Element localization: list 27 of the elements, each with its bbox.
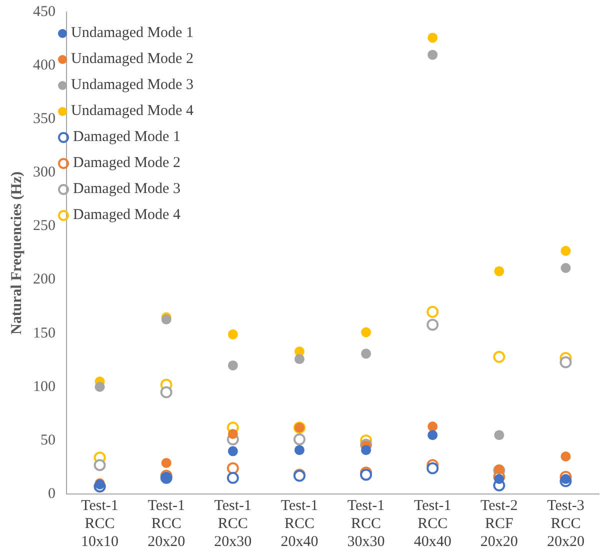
x-tick-label: Test-1 RCC 40x40 [414, 498, 452, 550]
y-tick-label: 50 [40, 432, 56, 448]
y-tick-label: 250 [33, 218, 56, 234]
legend-label: Undamaged Mode 1 [70, 24, 194, 42]
legend-label: Undamaged Mode 4 [70, 102, 194, 120]
x-tick-label: Test-1 RCC 30x30 [347, 498, 385, 550]
legend-label: Undamaged Mode 3 [70, 76, 194, 94]
legend-label: Damaged Mode 4 [72, 206, 182, 224]
y-tick-label: 350 [33, 111, 56, 128]
y-tick-label: 100 [33, 378, 56, 395]
y-tick-label: 150 [33, 325, 56, 342]
legend-label: Undamaged Mode 2 [70, 50, 194, 68]
x-tick-label: Test-1 RCC 10x10 [81, 498, 119, 550]
y-axis-title: Natural Frequencies (Hz) [8, 171, 25, 335]
x-tick-label: Test-1 RCC 20x20 [148, 498, 186, 550]
x-tick-label: Test-2 RCF 20x20 [480, 498, 518, 550]
y-tick-label: 0 [48, 486, 56, 502]
legend-label: Damaged Mode 3 [72, 180, 182, 198]
y-tick-label: 400 [33, 57, 56, 74]
x-tick-label: Test-1 RCC 20x30 [214, 498, 252, 550]
y-tick-label: 300 [33, 164, 56, 181]
legend-label: Damaged Mode 2 [72, 154, 182, 172]
y-tick-label: 200 [33, 272, 56, 288]
x-tick-label: Test-3 RCC 20x20 [546, 498, 584, 550]
y-tick-label: 450 [33, 4, 56, 20]
x-tick-label: Test-1 RCC 20x40 [280, 498, 318, 550]
legend-label: Damaged Mode 1 [72, 128, 182, 146]
